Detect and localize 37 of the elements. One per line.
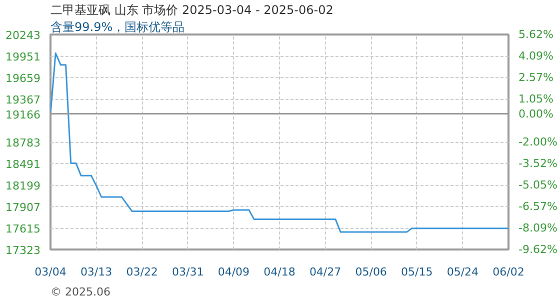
y-tick-label: 17615 xyxy=(6,222,41,236)
y-tick-label: 18783 xyxy=(6,136,41,150)
chart-subtitle: 含量99.9%，国标优等品 xyxy=(50,20,185,34)
x-tick-label: 05/15 xyxy=(401,266,433,278)
text: © 2025.06 xyxy=(50,286,110,298)
y-tick-label: 19367 xyxy=(6,94,41,106)
y-tick-label: 18199 xyxy=(6,180,41,192)
y-tick-label: 19951 xyxy=(6,50,41,64)
x-tick-label: 06/02 xyxy=(492,266,524,278)
x-tick-label: 03/31 xyxy=(172,266,204,278)
y2-tick-label: -3.52% xyxy=(518,156,558,170)
x-tick-label: 03/13 xyxy=(80,266,112,278)
y2-tick-label: -5.05% xyxy=(518,178,558,192)
y2-tick-label: 0.00% xyxy=(518,107,554,120)
y-tick-label: 17323 xyxy=(6,244,41,257)
x-tick-label: 05/06 xyxy=(355,266,387,278)
x-tick-label: 04/27 xyxy=(309,266,342,278)
x-tick-label: 03/04 xyxy=(34,266,66,278)
y2-tick-label: 4.09% xyxy=(518,50,554,63)
y-tick-label: 17907 xyxy=(6,201,41,214)
x-tick-label: 04/09 xyxy=(218,266,250,278)
x-tick-label: 04/18 xyxy=(264,266,296,278)
y2-tick-label: -2.00% xyxy=(518,136,558,148)
line-series xyxy=(50,52,508,233)
y2-tick-label: -6.57% xyxy=(518,200,558,213)
x-tick-label: 03/22 xyxy=(126,266,158,278)
y-tick-label: 19659 xyxy=(6,72,41,85)
y2-tick-label: -8.09% xyxy=(518,221,558,234)
chart-title: 二甲基亚砜 山东 市场价 2025-03-04 - 2025-06-02 xyxy=(50,3,334,17)
x-tick-label: 05/24 xyxy=(446,266,479,278)
y2-tick-label: 5.62% xyxy=(518,28,554,41)
y-tick-label: 19166 xyxy=(6,108,41,122)
y2-tick-label: 2.57% xyxy=(518,71,554,84)
y-tick-label: 20243 xyxy=(6,29,41,42)
y-tick-label: 18491 xyxy=(6,158,41,171)
y2-tick-label: -9.62% xyxy=(518,243,558,256)
y2-tick-label: 1.05% xyxy=(518,92,554,106)
